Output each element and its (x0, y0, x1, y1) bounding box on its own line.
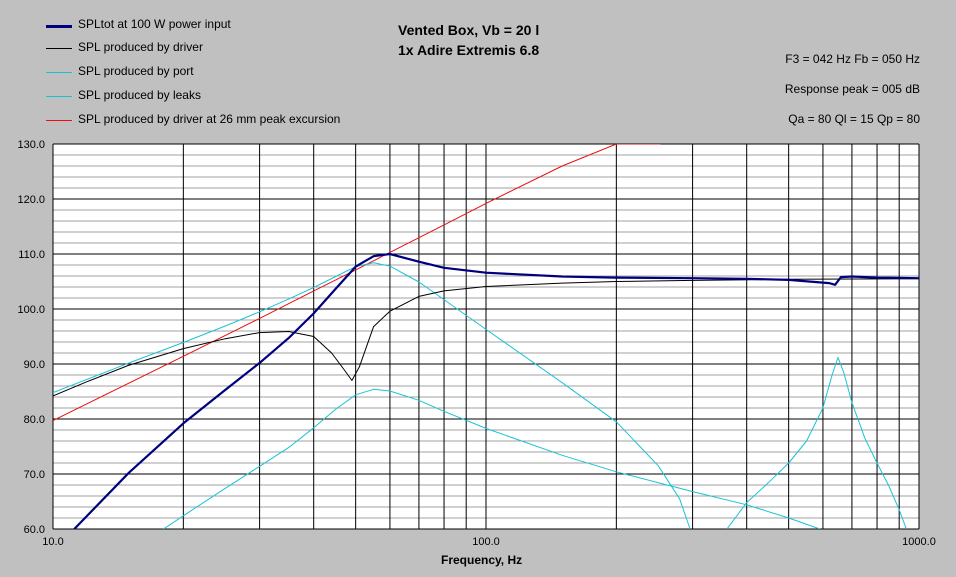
series-line-spl-produced-by-driver (53, 278, 919, 397)
series-line-spl-produced-by-leaks-high (726, 356, 907, 529)
legend-swatch-port (46, 72, 72, 73)
x-tick-label: 1000.0 (902, 536, 936, 548)
info-f3-fb: F3 = 042 Hz Fb = 050 Hz (785, 52, 920, 66)
legend-swatch-leaks (46, 96, 72, 97)
x-axis-label: Frequency, Hz (441, 553, 523, 567)
x-tick-label: 100.0 (472, 536, 500, 548)
y-tick-label: 120.0 (17, 194, 45, 206)
legend-label-spltot: SPLtot at 100 W power input (78, 17, 231, 31)
y-tick-label: 110.0 (18, 249, 45, 261)
y-tick-label: 80.0 (24, 414, 45, 426)
y-tick-label: 90.0 (24, 359, 45, 371)
legend-swatch-driver (46, 48, 72, 49)
chart-title-line2: 1x Adire Extremis 6.8 (398, 42, 540, 58)
legend-swatch-excursion (46, 120, 72, 121)
x-tick-label: 10.0 (42, 536, 63, 548)
info-response-peak: Response peak = 005 dB (784, 82, 920, 96)
info-q-values: Qa = 80 Ql = 15 Qp = 80 (788, 112, 920, 126)
y-tick-label: 70.0 (24, 469, 45, 481)
legend-label-port: SPL produced by port (78, 64, 194, 78)
series-line-spl-produced-by-leaks (163, 388, 820, 529)
y-tick-label: 60.0 (24, 524, 45, 536)
series-line-spl-produced-by-driver-at-26-mm-peak-excursion (53, 144, 661, 422)
y-tick-label: 100.0 (17, 304, 45, 316)
chart-title-line1: Vented Box, Vb = 20 l (398, 22, 540, 38)
legend-label-excursion: SPL produced by driver at 26 mm peak exc… (78, 112, 341, 126)
legend-label-leaks: SPL produced by leaks (78, 88, 201, 102)
series-line-spl-produced-by-port (53, 262, 691, 529)
legend-swatch-spltot (46, 25, 72, 28)
series-line-spltot-at-100-w-power-input (73, 252, 919, 529)
y-tick-label: 130.0 (17, 139, 45, 151)
legend-label-driver: SPL produced by driver (78, 40, 203, 54)
